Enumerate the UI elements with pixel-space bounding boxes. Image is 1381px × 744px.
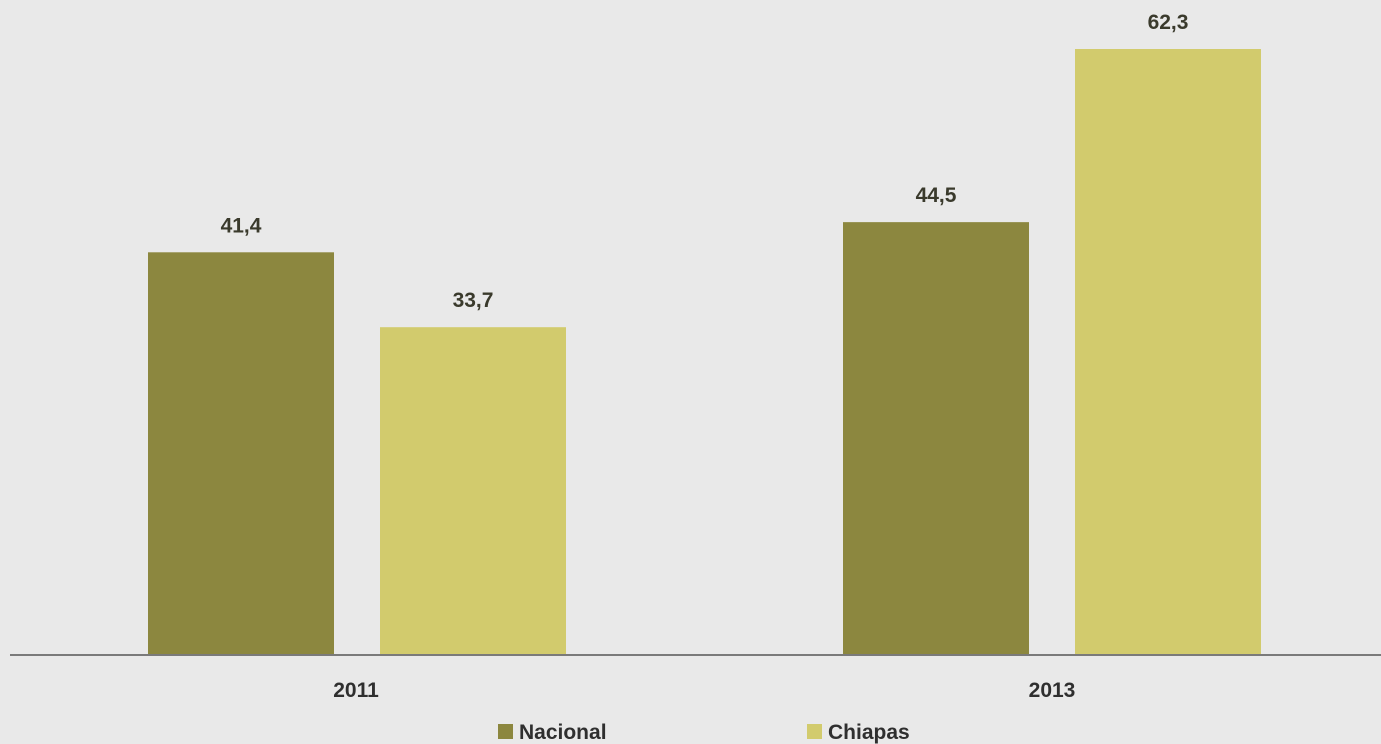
bar-chiapas-2011 (380, 327, 566, 655)
bar-nacional-2011 (148, 252, 334, 656)
data-labels-group: 41,4 33,7 44,5 62,3 (221, 11, 1189, 312)
legend: Nacional Chiapas (498, 721, 910, 744)
bar-nacional-2013 (843, 222, 1029, 655)
data-label-chiapas-2013: 62,3 (1148, 11, 1189, 34)
legend-label-chiapas: Chiapas (828, 721, 910, 744)
bar-chiapas-2013 (1075, 49, 1261, 655)
data-label-nacional-2011: 41,4 (221, 214, 262, 237)
legend-swatch-chiapas (807, 724, 822, 739)
x-tick-labels-group: 2011 2013 (333, 679, 1075, 702)
data-label-nacional-2013: 44,5 (916, 184, 957, 207)
legend-label-nacional: Nacional (519, 721, 607, 744)
bars-group (148, 49, 1261, 656)
data-label-chiapas-2011: 33,7 (453, 289, 494, 312)
x-tick-label-2011: 2011 (333, 679, 379, 702)
legend-swatch-nacional (498, 724, 513, 739)
x-tick-label-2013: 2013 (1029, 679, 1076, 702)
